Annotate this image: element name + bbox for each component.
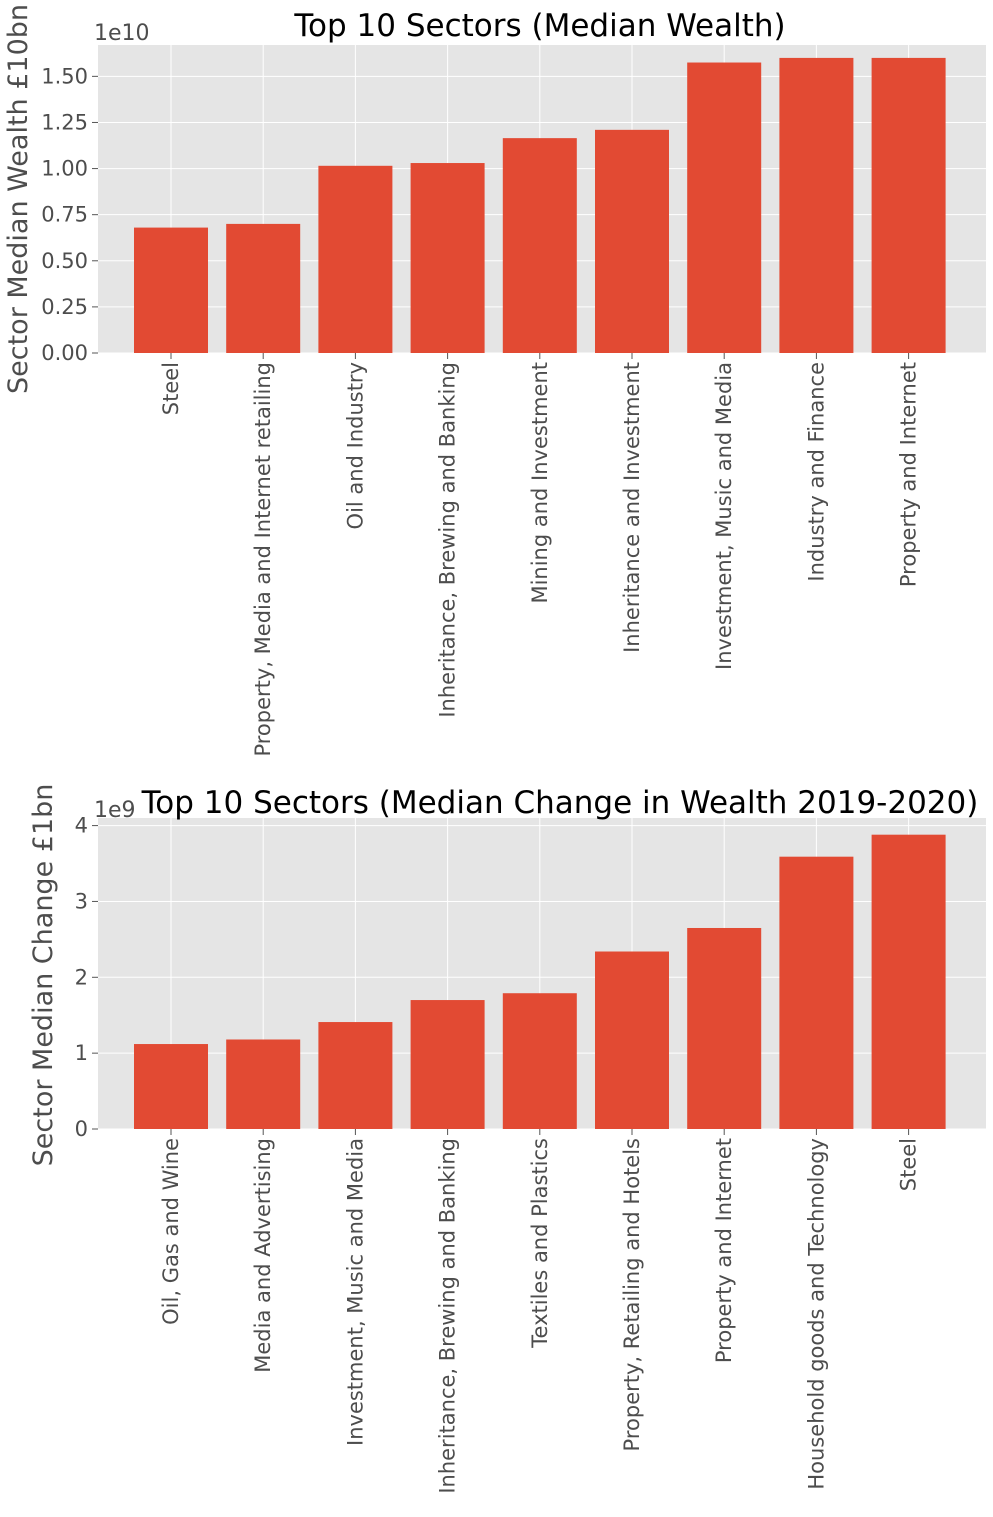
bar bbox=[779, 856, 854, 1129]
bar bbox=[595, 951, 669, 1129]
x-ticks: Steel Property, Media and Internet retail… bbox=[159, 353, 921, 757]
bar bbox=[502, 138, 577, 353]
bars bbox=[134, 834, 946, 1129]
x-tick-label: Property and Internet bbox=[897, 362, 921, 587]
bar bbox=[318, 165, 393, 353]
bar bbox=[871, 57, 946, 353]
y-tick-label: 0.75 bbox=[41, 203, 88, 227]
x-tick-label: Steel bbox=[159, 362, 183, 415]
y-tick-label: 0.00 bbox=[41, 341, 88, 365]
x-tick-label: Oil and Industry bbox=[343, 362, 367, 529]
y-tick-label: 2 bbox=[75, 965, 88, 989]
x-tick-label: Investment, Music and Media bbox=[343, 1138, 367, 1446]
bar bbox=[134, 1044, 208, 1129]
y-tick-label: 3 bbox=[75, 889, 88, 913]
x-tick-label: Household goods and Technology bbox=[804, 1138, 828, 1490]
x-tick-label: Property, Media and Internet retailing bbox=[251, 362, 275, 757]
bar bbox=[226, 1039, 301, 1129]
x-tick-label: Industry and Finance bbox=[804, 362, 828, 582]
y-axis-label: Sector Median Change £1bn bbox=[28, 784, 59, 1167]
x-ticks: Oil, Gas and Wine Media and Advertising In… bbox=[159, 1129, 921, 1494]
x-tick-label: Property and Internet bbox=[712, 1138, 736, 1363]
bar bbox=[410, 1000, 485, 1129]
x-tick-label: Inheritance, Brewing and Banking bbox=[436, 1138, 460, 1494]
chart-title: Top 10 Sectors (Median Wealth) bbox=[293, 8, 785, 44]
bar bbox=[871, 834, 946, 1129]
x-tick-label: Inheritance and Investment bbox=[620, 362, 644, 653]
x-tick-label: Oil, Gas and Wine bbox=[159, 1138, 183, 1325]
bar bbox=[595, 129, 669, 353]
bar bbox=[779, 57, 854, 353]
x-tick-label: Media and Advertising bbox=[251, 1138, 275, 1373]
y-tick-label: 1 bbox=[75, 1041, 88, 1065]
offset-label: 1e10 bbox=[94, 21, 150, 46]
chart-median-change: 0 1 2 3 4 Oil, Gas and Wine Media and Adverti… bbox=[28, 784, 986, 1494]
offset-label: 1e9 bbox=[94, 798, 136, 823]
y-tick-label: 1.00 bbox=[41, 157, 88, 181]
x-tick-label: Inheritance, Brewing and Banking bbox=[436, 362, 460, 718]
x-tick-label: Property, Retailing and Hotels bbox=[620, 1138, 644, 1451]
chart-median-wealth: 0.00 0.25 0.50 0.75 1.00 1.25 1.50 Steel Proper… bbox=[3, 4, 986, 757]
y-tick-label: 0.50 bbox=[41, 249, 88, 273]
y-axis-label: Sector Median Wealth £10bn bbox=[3, 4, 34, 394]
bar bbox=[502, 993, 577, 1129]
bar bbox=[134, 227, 208, 353]
y-tick-label: 4 bbox=[75, 814, 88, 838]
x-tick-label: Investment, Music and Media bbox=[712, 362, 736, 670]
bar bbox=[687, 62, 762, 353]
y-tick-label: 0 bbox=[75, 1117, 88, 1141]
bars bbox=[134, 57, 946, 353]
bar bbox=[410, 163, 485, 353]
y-tick-label: 1.50 bbox=[41, 64, 88, 88]
chart-title: Top 10 Sectors (Median Change in Wealth … bbox=[141, 785, 979, 821]
y-ticks: 0.00 0.25 0.50 0.75 1.00 1.25 1.50 bbox=[41, 64, 98, 365]
bar bbox=[318, 1022, 393, 1129]
x-tick-label: Mining and Investment bbox=[528, 362, 552, 604]
x-tick-label: Textiles and Plastics bbox=[528, 1138, 552, 1349]
x-tick-label: Steel bbox=[897, 1138, 921, 1191]
y-tick-label: 0.25 bbox=[41, 295, 88, 319]
y-ticks: 0 1 2 3 4 bbox=[75, 814, 98, 1141]
bar bbox=[226, 223, 301, 353]
y-tick-label: 1.25 bbox=[41, 110, 88, 134]
bar bbox=[687, 927, 762, 1129]
